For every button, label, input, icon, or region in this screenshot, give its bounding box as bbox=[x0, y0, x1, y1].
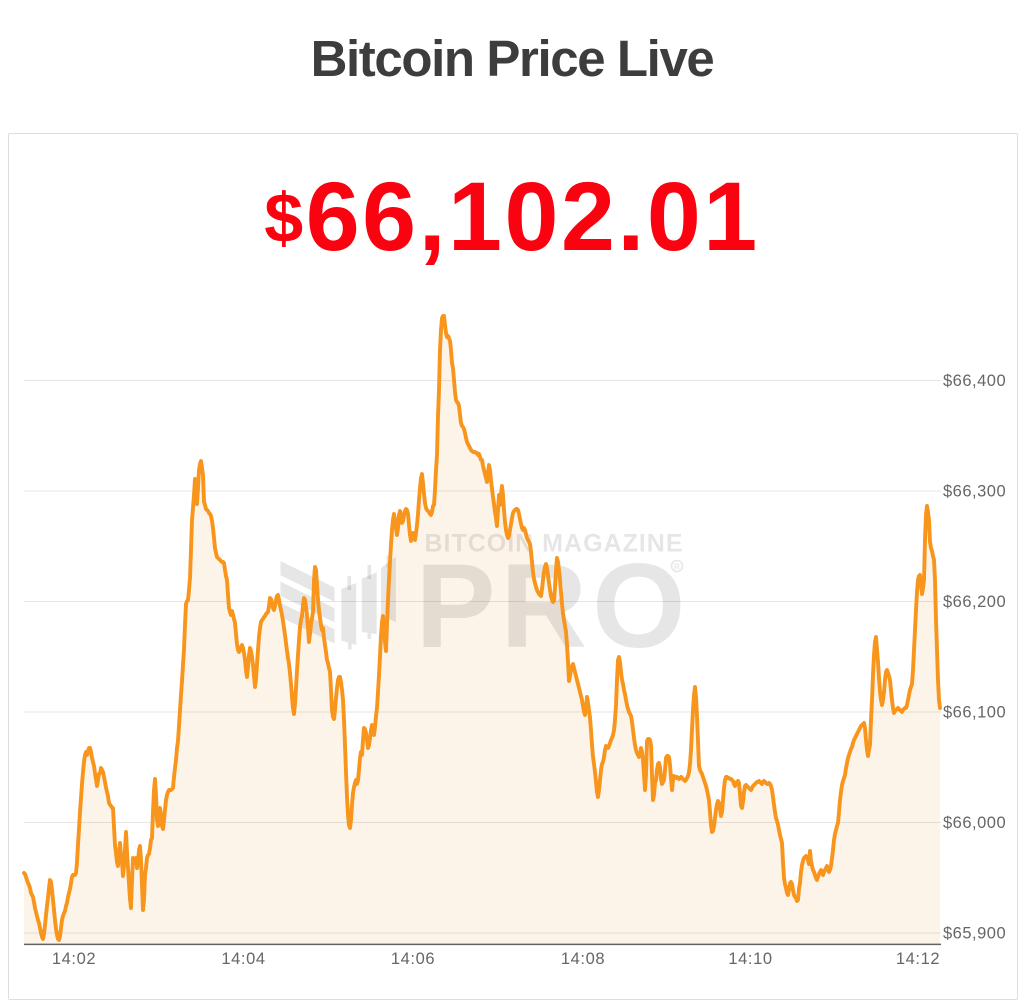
svg-text:14:02: 14:02 bbox=[52, 950, 96, 968]
svg-text:BITCOIN MAGAZINE: BITCOIN MAGAZINE bbox=[424, 530, 683, 558]
svg-text:14:12: 14:12 bbox=[896, 950, 940, 968]
svg-text:14:06: 14:06 bbox=[391, 950, 435, 968]
svg-text:$66,000: $66,000 bbox=[943, 814, 1006, 832]
svg-text:14:04: 14:04 bbox=[221, 950, 265, 968]
svg-text:$65,900: $65,900 bbox=[943, 925, 1006, 943]
svg-text:14:10: 14:10 bbox=[728, 950, 772, 968]
svg-text:$66,200: $66,200 bbox=[943, 593, 1006, 611]
svg-text:PRO: PRO bbox=[415, 539, 690, 673]
svg-text:$66,300: $66,300 bbox=[943, 483, 1006, 501]
svg-text:$66,100: $66,100 bbox=[943, 704, 1006, 722]
svg-text:$66,400: $66,400 bbox=[943, 372, 1006, 390]
svg-text:R: R bbox=[674, 563, 680, 572]
svg-text:14:08: 14:08 bbox=[561, 950, 605, 968]
